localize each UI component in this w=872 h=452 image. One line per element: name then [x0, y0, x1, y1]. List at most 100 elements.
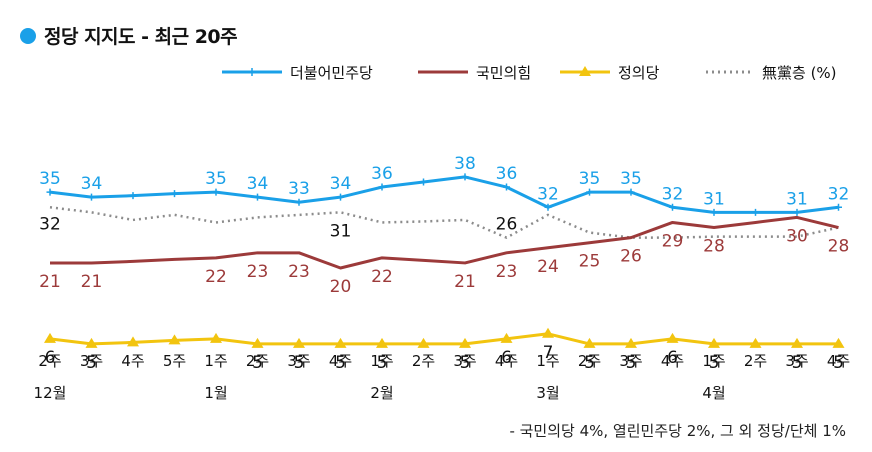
data-label-0-10: 38 [454, 154, 476, 174]
data-label-3-11: 26 [496, 215, 518, 235]
series-line-3 [49, 206, 839, 239]
data-label-0-8: 36 [371, 164, 393, 184]
data-label-1-16: 28 [703, 237, 725, 257]
series-point-0-19 [835, 203, 842, 211]
series-point-2-12 [542, 327, 554, 338]
series-point-2-15 [666, 332, 679, 343]
data-label-0-4: 35 [205, 169, 227, 189]
x-tick-label-10: 3주 [453, 352, 476, 370]
data-label-0-12: 32 [537, 184, 559, 204]
data-label-2-18: 5 [792, 353, 803, 373]
chart-title-group: 정당 지지도 - 최근 20주 [20, 22, 238, 49]
x-tick-label-6: 3주 [287, 352, 310, 370]
data-label-0-5: 34 [247, 174, 269, 194]
x-month-label-4: 4월 [702, 384, 725, 402]
data-label-2-16: 5 [709, 353, 720, 373]
data-label-0-14: 35 [620, 169, 642, 189]
data-label-2-7: 5 [335, 353, 346, 373]
series-point-2-13 [583, 337, 596, 348]
series-point-2-18 [791, 337, 803, 348]
data-label-2-13: 5 [584, 353, 595, 373]
data-label-0-15: 32 [662, 184, 684, 204]
data-label-2-15: 6 [667, 348, 678, 368]
data-label-2-8: 5 [377, 353, 388, 373]
data-label-1-7: 20 [330, 277, 352, 297]
data-label-1-0: 21 [39, 272, 61, 292]
data-label-3-0: 32 [39, 214, 61, 234]
data-label-2-5: 5 [252, 353, 263, 373]
series-point-0-5 [254, 193, 261, 201]
series-point-0-18 [793, 208, 801, 216]
series-point-2-17 [749, 337, 762, 348]
x-tick-label-19: 4주 [827, 352, 850, 370]
series-point-2-2 [127, 336, 139, 347]
data-label-0-7: 34 [330, 174, 352, 194]
series-point-0-3 [171, 190, 178, 198]
data-label-1-1: 21 [81, 272, 103, 292]
series-point-2-10 [459, 337, 471, 348]
data-label-2-1: 5 [86, 353, 97, 373]
series-point-2-19 [832, 337, 845, 348]
series-point-0-8 [378, 183, 386, 191]
data-label-0-16: 31 [703, 189, 725, 209]
data-label-1-4: 22 [205, 267, 227, 287]
data-label-1-6: 23 [288, 262, 310, 282]
x-tick-label-3: 5주 [163, 352, 186, 370]
legend-marker-0 [248, 68, 256, 76]
legend-label-1: 국민의힘 [476, 64, 531, 82]
x-tick-label-11: 4주 [495, 352, 518, 370]
series-point-2-1 [85, 337, 98, 348]
x-tick-label-13: 2주 [578, 352, 601, 370]
data-label-2-0: 6 [45, 348, 56, 368]
chart-footnote: - 국민의당 4%, 열린민주당 2%, 그 외 정당/단체 1% [509, 422, 846, 440]
x-tick-label-16: 1주 [702, 352, 725, 370]
series-point-0-0 [46, 188, 54, 196]
data-label-0-13: 35 [579, 169, 601, 189]
series-point-2-11 [500, 332, 513, 343]
series-point-0-2 [129, 192, 137, 200]
legend-marker-2 [579, 66, 591, 76]
data-label-3-7: 31 [330, 221, 352, 241]
data-label-1-8: 22 [371, 267, 393, 287]
x-tick-label-5: 2주 [246, 352, 269, 370]
data-label-1-11: 23 [496, 262, 518, 282]
data-label-1-13: 25 [579, 252, 601, 272]
data-label-1-19: 28 [828, 237, 850, 257]
data-label-0-0: 35 [39, 169, 61, 189]
series-point-0-6 [295, 198, 303, 206]
series-point-0-4 [212, 188, 220, 196]
data-label-0-11: 36 [496, 164, 518, 184]
x-tick-label-1: 3주 [80, 352, 103, 370]
x-month-label-1: 1월 [204, 384, 227, 402]
x-month-label-2: 2월 [370, 384, 393, 402]
legend-label-3: 無黨층 (%) [762, 64, 837, 82]
data-label-0-1: 34 [81, 174, 103, 194]
data-label-2-11: 6 [501, 348, 512, 368]
data-label-1-18: 30 [786, 226, 808, 246]
x-tick-label-12: 1주 [536, 352, 559, 370]
series-point-2-0 [44, 332, 56, 343]
series-point-2-8 [376, 337, 388, 348]
legend-label-0: 더불어민주당 [290, 64, 373, 82]
series-line-2 [49, 332, 839, 346]
legend-label-2: 정의당 [618, 64, 660, 82]
series-point-2-4 [210, 332, 222, 343]
x-tick-label-15: 4주 [661, 352, 684, 370]
series-point-2-3 [168, 334, 181, 345]
series-line-0 [49, 175, 839, 214]
data-label-2-14: 5 [626, 353, 637, 373]
data-label-1-12: 24 [537, 257, 559, 277]
x-tick-label-17: 2주 [744, 352, 767, 370]
series-point-0-17 [752, 208, 759, 216]
series-point-0-9 [420, 178, 427, 186]
data-label-0-18: 31 [786, 189, 808, 209]
series-point-0-10 [461, 173, 469, 181]
data-label-1-5: 23 [247, 262, 269, 282]
data-label-1-10: 21 [454, 272, 476, 292]
series-point-0-13 [586, 188, 593, 196]
x-tick-label-9: 2주 [412, 352, 435, 370]
series-point-0-11 [503, 183, 510, 191]
series-point-2-16 [708, 337, 720, 348]
series-point-0-12 [544, 203, 552, 211]
